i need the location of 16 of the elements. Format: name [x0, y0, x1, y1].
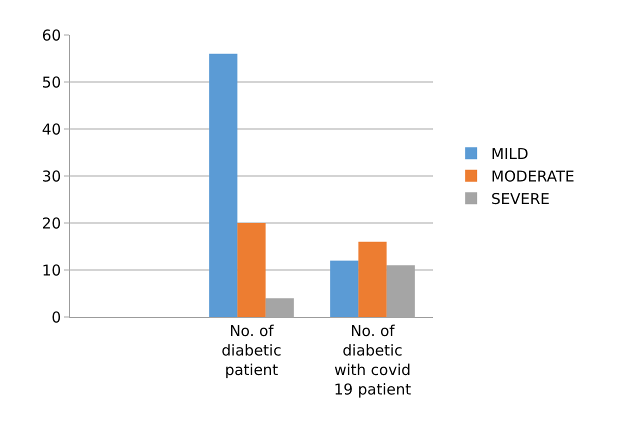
- legend-label: MODERATE: [491, 168, 574, 186]
- bar: [330, 260, 358, 317]
- x-tick-label: No. of diabetic with covid 19 patient: [334, 322, 412, 398]
- y-tick-label: 0: [51, 308, 61, 326]
- y-tick-label: 20: [42, 214, 61, 232]
- bar: [358, 242, 387, 317]
- legend-label: MILD: [491, 145, 528, 164]
- x-tick-label: No. of diabetic patient: [222, 322, 282, 379]
- y-tick-label: 30: [42, 167, 61, 186]
- legend-label: SEVERE: [491, 190, 550, 208]
- y-tick-label: 60: [42, 26, 61, 44]
- y-tick-label: 50: [42, 73, 61, 92]
- y-tick-label: 10: [42, 261, 61, 280]
- bar: [237, 223, 266, 317]
- bar: [209, 54, 238, 317]
- y-tick-label: 40: [42, 120, 61, 138]
